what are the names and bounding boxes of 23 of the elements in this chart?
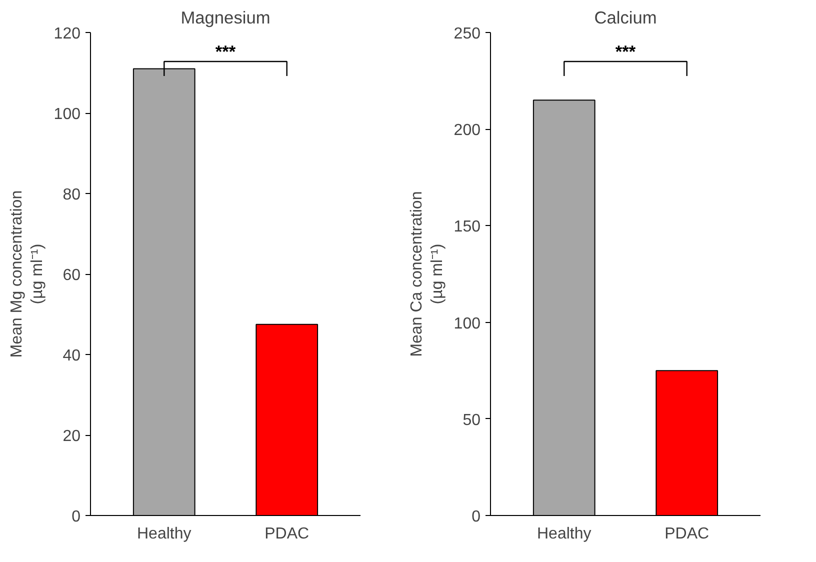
- y-tick-label: 40: [62, 348, 81, 364]
- x-tick-label: PDAC: [664, 526, 710, 542]
- y-tick-label: 50: [462, 412, 481, 429]
- x-tick-label: Healthy: [537, 526, 592, 542]
- x-tick-label: Healthy: [137, 526, 192, 542]
- y-tick-label: 0: [472, 508, 481, 526]
- y-tick-label: 120: [54, 26, 81, 42]
- chart-title: Magnesium: [180, 8, 270, 28]
- y-tick-label: 250: [454, 26, 481, 42]
- y-tick-label: 100: [54, 106, 81, 123]
- annotation: ***: [215, 41, 236, 62]
- y-tick-label: 20: [62, 428, 81, 445]
- y-tick-label: 200: [454, 122, 481, 140]
- y-tick-label: 80: [62, 186, 81, 204]
- y-tick-label: 60: [62, 267, 81, 284]
- annotation: ***: [615, 41, 636, 62]
- y-tick-label: 0: [72, 508, 81, 526]
- x-tick-label: PDAC: [264, 526, 310, 542]
- y-tick-label: 100: [454, 315, 481, 332]
- y-tick-label: 150: [454, 218, 481, 236]
- y-axis-title: Mean Mg concentration (µg ml⁻¹): [8, 190, 46, 358]
- y-axis-title: Mean Ca concentration (µg ml⁻¹): [408, 191, 446, 357]
- chart-title: Calcium: [594, 8, 657, 28]
